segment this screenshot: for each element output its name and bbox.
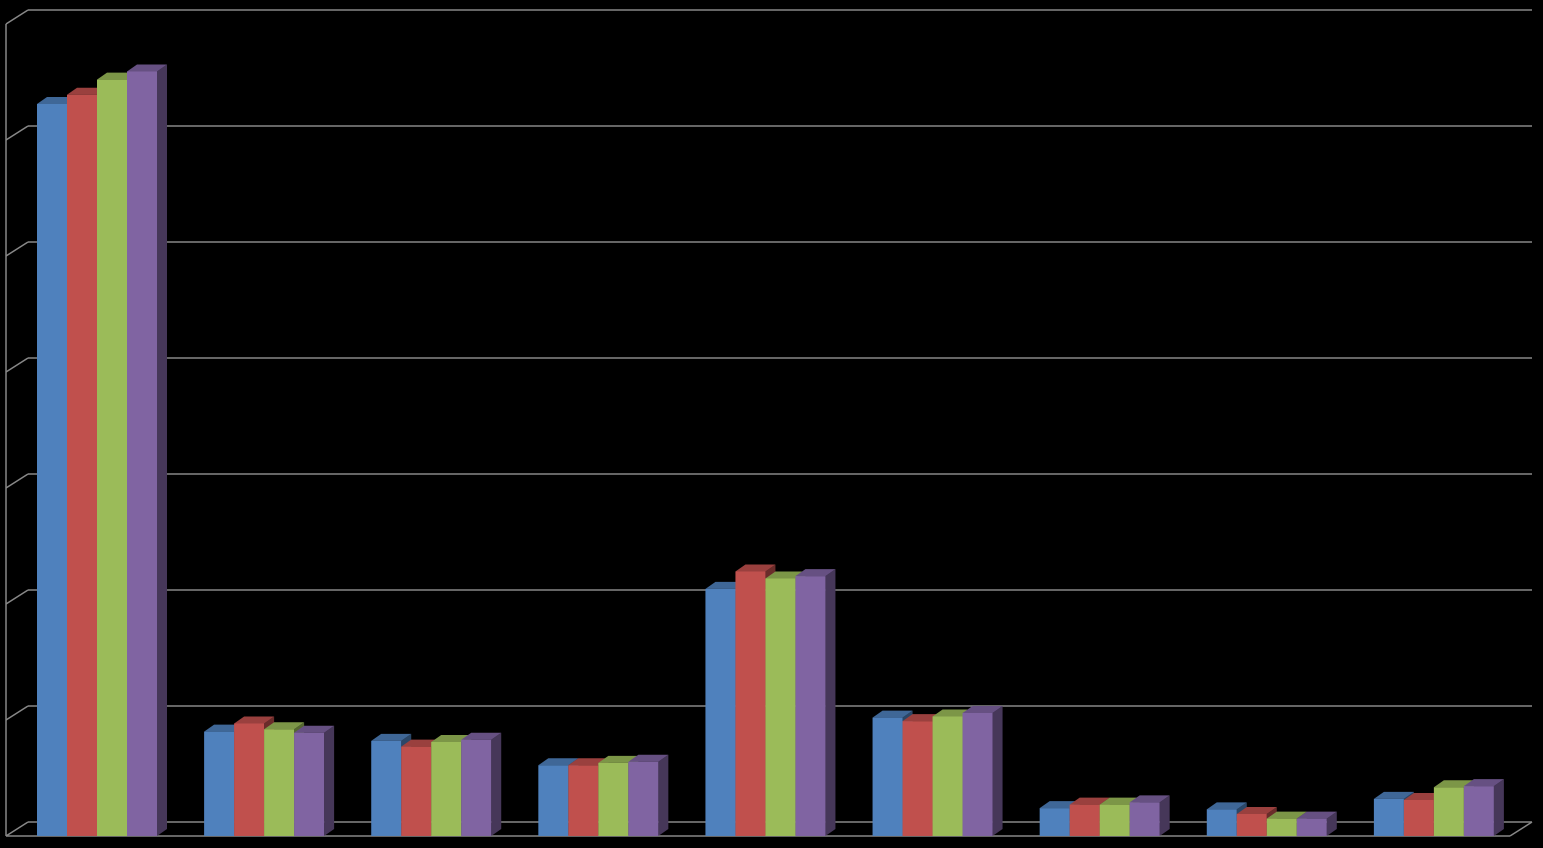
bar-face (234, 716, 275, 724)
bar-face (204, 731, 235, 836)
bar-face (461, 732, 502, 740)
bar-face (371, 733, 412, 741)
bar-face (658, 754, 669, 836)
side-grid-line (5, 705, 29, 721)
bar (127, 64, 167, 836)
bar-face (962, 706, 1003, 714)
bar-face (491, 732, 502, 836)
bar-face (294, 732, 325, 836)
bar-face (1206, 802, 1247, 810)
bar-face (157, 64, 167, 836)
bar-face (1266, 818, 1297, 836)
bar-face (264, 722, 305, 730)
side-grid-line (5, 125, 29, 141)
bar-face (461, 739, 492, 836)
bar-face (1433, 787, 1464, 836)
bar-face (1373, 798, 1404, 836)
bar-face (1099, 804, 1130, 836)
bar-face (431, 742, 462, 836)
side-grid-line (5, 241, 29, 257)
bar-face (825, 569, 836, 836)
bar-face (1236, 806, 1277, 814)
bar (795, 569, 836, 836)
bar-face (127, 71, 157, 836)
bar-face (1326, 811, 1337, 836)
bar-face (1266, 811, 1307, 819)
side-grid-line (5, 357, 29, 373)
bar-face (264, 729, 295, 836)
bar-face (127, 64, 167, 72)
bar-face (568, 765, 599, 836)
bar-face (872, 710, 913, 718)
bar (962, 706, 1003, 836)
bar-face (628, 754, 669, 762)
bar-face (37, 104, 67, 837)
bar-face (371, 740, 402, 836)
side-grid-line (5, 821, 29, 837)
bar-face (294, 725, 335, 733)
bar-face (598, 762, 629, 836)
side-grid-line (5, 589, 29, 605)
bar-face (628, 761, 659, 836)
bar (1296, 811, 1337, 836)
bar-face (401, 746, 432, 836)
bar-face (1236, 813, 1267, 836)
bar-face (1039, 808, 1070, 836)
bar-face (705, 588, 736, 836)
bar-face (902, 721, 933, 836)
bar-face (67, 94, 97, 836)
bar-face (1296, 811, 1337, 819)
bar-face (1463, 786, 1494, 836)
bar-face (1296, 818, 1327, 836)
bar-face (795, 576, 826, 836)
bar-face (1373, 791, 1414, 799)
bar-face (992, 706, 1003, 836)
bar-face (1069, 797, 1110, 805)
side-grid-line (5, 9, 29, 25)
bar-face (765, 578, 796, 836)
bar (1129, 795, 1170, 836)
bar-face (538, 758, 579, 766)
bar-face (735, 564, 776, 572)
bar (461, 732, 502, 836)
bar-face (795, 569, 836, 577)
bar-face (932, 716, 963, 836)
side-grid-line (5, 473, 29, 489)
bar-face (872, 717, 903, 836)
bar-face (1129, 802, 1160, 836)
bar-face (1129, 795, 1170, 803)
bar-face (1069, 804, 1100, 836)
bar-face (735, 571, 766, 836)
bar-face (1493, 779, 1504, 836)
bar-face (962, 713, 993, 836)
bar-face (598, 755, 639, 763)
bar-face (234, 723, 265, 836)
bar-face (97, 79, 127, 837)
bar-face (1463, 779, 1504, 787)
bar (294, 725, 335, 836)
bar-face (1159, 795, 1170, 836)
floor-right-edge (1509, 821, 1533, 837)
bar-face (538, 765, 569, 836)
bar (628, 754, 669, 836)
bar-face (1403, 800, 1434, 836)
bar-face (1206, 809, 1237, 836)
bar (1463, 779, 1504, 836)
bar-face (324, 725, 335, 836)
bar-face (1433, 780, 1474, 788)
